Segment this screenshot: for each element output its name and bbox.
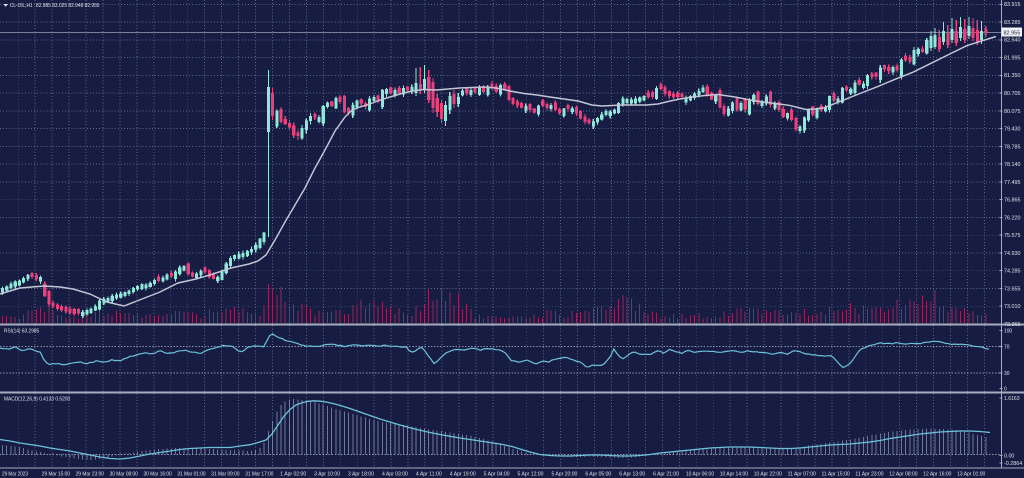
- svg-text:11 Apr 15:00: 11 Apr 15:00: [822, 472, 850, 478]
- svg-text:5 Apr 04:00: 5 Apr 04:00: [484, 472, 510, 478]
- svg-text:82.985 83.025 82.948 82.955: 82.985 83.025 82.948 82.955: [36, 3, 100, 9]
- svg-text:13 Apr 01:00: 13 Apr 01:00: [957, 472, 985, 478]
- svg-text:74.285: 74.285: [1004, 269, 1021, 275]
- svg-text:82.640: 82.640: [1004, 38, 1021, 44]
- svg-text:100: 100: [1004, 329, 1012, 335]
- svg-text:0: 0: [1004, 386, 1007, 392]
- svg-text:81.995: 81.995: [1004, 56, 1021, 62]
- svg-text:72.365: 72.365: [1004, 322, 1021, 328]
- svg-text:30 Mar 16:00: 30 Mar 16:00: [144, 472, 172, 478]
- svg-text:30: 30: [1004, 371, 1009, 377]
- svg-text:29 Mar 15:00: 29 Mar 15:00: [42, 472, 70, 478]
- svg-text:12 Apr 16:00: 12 Apr 16:00: [923, 472, 951, 478]
- svg-text:75.575: 75.575: [1004, 233, 1021, 239]
- svg-text:31 Mar 17:00: 31 Mar 17:00: [245, 472, 273, 478]
- svg-text:1 Apr 02:00: 1 Apr 02:00: [280, 472, 306, 478]
- svg-text:RSI(14) 63.2985: RSI(14) 63.2985: [4, 328, 39, 334]
- svg-text:77.495: 77.495: [1004, 180, 1021, 186]
- svg-text:70: 70: [1004, 345, 1009, 351]
- svg-text:76.220: 76.220: [1004, 215, 1021, 221]
- svg-text:80.075: 80.075: [1004, 109, 1021, 115]
- svg-text:83.285: 83.285: [1004, 20, 1021, 26]
- svg-text:11 Apr 07:00: 11 Apr 07:00: [788, 472, 816, 478]
- svg-text:5 Apr 12:00: 5 Apr 12:00: [518, 472, 544, 478]
- svg-text:82.955: 82.955: [1004, 30, 1021, 36]
- svg-text:74.930: 74.930: [1004, 251, 1021, 257]
- svg-text:0.00: 0.00: [1004, 453, 1014, 459]
- svg-text:31 Mar 01:00: 31 Mar 01:00: [177, 472, 205, 478]
- svg-text:1.6163: 1.6163: [1004, 396, 1020, 402]
- svg-text:83.915: 83.915: [1004, 2, 1021, 8]
- svg-text:6 Apr 21:00: 6 Apr 21:00: [653, 472, 679, 478]
- svg-text:3 Apr 10:00: 3 Apr 10:00: [314, 472, 340, 478]
- svg-text:76.865: 76.865: [1004, 198, 1021, 204]
- svg-text:6 Apr 05:00: 6 Apr 05:00: [585, 472, 611, 478]
- svg-text:5 Apr 20:00: 5 Apr 20:00: [551, 472, 577, 478]
- svg-text:78.140: 78.140: [1004, 162, 1021, 168]
- svg-text:3 Apr 18:00: 3 Apr 18:00: [348, 472, 374, 478]
- svg-text:4 Apr 19:00: 4 Apr 19:00: [450, 472, 476, 478]
- svg-text:79.430: 79.430: [1004, 127, 1021, 133]
- svg-text:29 Mar 2023: 29 Mar 2023: [2, 472, 28, 478]
- svg-text:6 Apr 13:00: 6 Apr 13:00: [619, 472, 645, 478]
- svg-text:10 Apr 06:00: 10 Apr 06:00: [686, 472, 714, 478]
- svg-text:73.655: 73.655: [1004, 286, 1021, 292]
- svg-text:80.705: 80.705: [1004, 91, 1021, 97]
- svg-text:12 Apr 08:00: 12 Apr 08:00: [889, 472, 917, 478]
- svg-text:MACD(12,26,9) 0.4133 0.5200: MACD(12,26,9) 0.4133 0.5200: [4, 396, 70, 402]
- svg-text:4 Apr 03:00: 4 Apr 03:00: [382, 472, 408, 478]
- svg-text:73.010: 73.010: [1004, 304, 1021, 310]
- svg-text:-0.2864: -0.2864: [1004, 461, 1022, 467]
- svg-text:29 Mar 23:00: 29 Mar 23:00: [76, 472, 104, 478]
- svg-text:81.350: 81.350: [1004, 73, 1021, 79]
- svg-text:4 Apr 11:00: 4 Apr 11:00: [416, 472, 442, 478]
- svg-text:30 Mar 08:00: 30 Mar 08:00: [110, 472, 138, 478]
- svg-text:31 Mar 09:00: 31 Mar 09:00: [211, 472, 239, 478]
- svg-text:10 Apr 14:00: 10 Apr 14:00: [720, 472, 748, 478]
- svg-text:78.785: 78.785: [1004, 144, 1021, 150]
- svg-text:11 Apr 23:00: 11 Apr 23:00: [855, 472, 883, 478]
- svg-text:10 Apr 22:00: 10 Apr 22:00: [754, 472, 782, 478]
- svg-text:CL-OIL,H1: CL-OIL,H1: [10, 3, 33, 9]
